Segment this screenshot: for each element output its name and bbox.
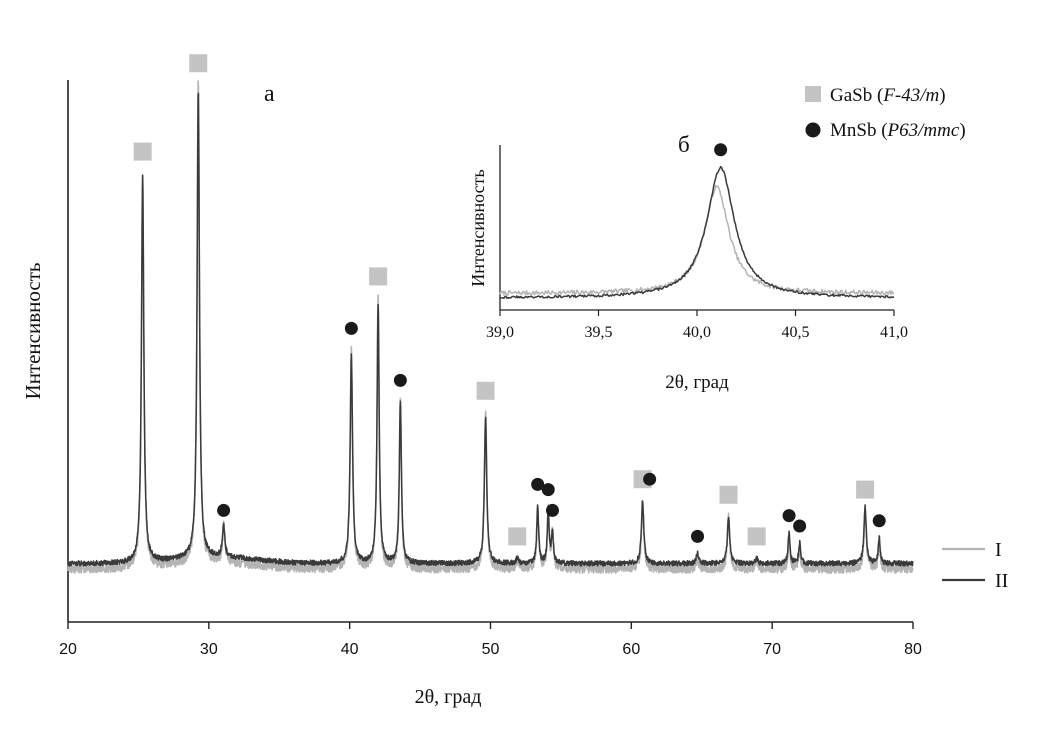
mnsb-marker xyxy=(393,373,407,387)
gasb-marker xyxy=(369,267,388,286)
gasb-marker xyxy=(189,54,208,73)
main-x-tick-label: 80 xyxy=(904,641,922,658)
mnsb-marker xyxy=(344,321,358,335)
gasb-legend-group: F-43/m xyxy=(882,85,939,106)
gasb-marker xyxy=(133,142,152,161)
mnsb-marker xyxy=(217,503,231,517)
mnsb-marker xyxy=(691,529,705,543)
mnsb-marker xyxy=(643,472,657,486)
inset-x-tick-label: 40,5 xyxy=(782,324,810,341)
main-y-axis-label: Интенсивность xyxy=(21,263,45,400)
mnsb-marker xyxy=(531,477,545,491)
series-legend: I II xyxy=(942,539,1008,592)
inset-x-tick-label: 41,0 xyxy=(880,324,908,341)
gasb-legend-label: GaSb (F-43/m) xyxy=(830,85,946,106)
series-ii-legend-label: II xyxy=(995,570,1008,592)
gasb-marker xyxy=(719,485,738,504)
inset-series-ii-line xyxy=(499,165,895,300)
inset-chart: 39,0 39,5 40,0 40,5 41,0 2θ, град Интенсивно… xyxy=(468,132,908,393)
main-x-axis-label: 2θ, град xyxy=(415,686,482,708)
inset-mnsb-marker xyxy=(714,143,728,157)
mnsb-marker xyxy=(793,519,807,533)
mnsb-legend-group: P63/mmc xyxy=(887,120,960,141)
inset-series-i-line xyxy=(499,184,895,296)
inset-x-tick-label: 39,0 xyxy=(486,324,514,341)
mnsb-legend-name: MnSb xyxy=(830,120,876,141)
inset-x-tick-label: 40,0 xyxy=(683,324,711,341)
main-x-tick-label: 60 xyxy=(622,641,640,658)
main-x-tick-label: 70 xyxy=(763,641,781,658)
inset-x-axis-label: 2θ, град xyxy=(665,372,729,393)
phase-legend: GaSb (F-43/m) MnSb (P63/mmc) xyxy=(805,85,966,141)
gasb-marker xyxy=(508,527,527,546)
mnsb-marker xyxy=(545,503,559,517)
main-x-tick-label: 30 xyxy=(200,641,218,658)
main-x-tick-label: 20 xyxy=(59,641,77,658)
inset-y-axis-label: Интенсивность xyxy=(468,169,488,286)
gasb-marker xyxy=(747,527,766,546)
main-axes: 20 30 40 50 60 70 80 xyxy=(59,80,922,658)
panel-label-b: б xyxy=(678,132,690,157)
series-i-legend-label: I xyxy=(995,539,1002,561)
gasb-legend-name: GaSb xyxy=(830,85,872,106)
series-ii-line xyxy=(67,92,914,567)
gasb-legend-square-icon xyxy=(805,86,821,102)
mnsb-marker xyxy=(782,509,796,523)
mnsb-legend-label: MnSb (P63/mmc) xyxy=(830,120,966,141)
mnsb-legend-circle-icon xyxy=(805,122,821,138)
main-x-tick-label: 50 xyxy=(482,641,500,658)
main-x-tick-label: 40 xyxy=(341,641,359,658)
mnsb-marker xyxy=(872,514,886,528)
mnsb-marker xyxy=(541,483,555,497)
panel-label-a: а xyxy=(264,81,275,107)
gasb-marker xyxy=(856,480,875,499)
gasb-marker xyxy=(476,381,495,400)
inset-x-tick-label: 39,5 xyxy=(585,324,613,341)
